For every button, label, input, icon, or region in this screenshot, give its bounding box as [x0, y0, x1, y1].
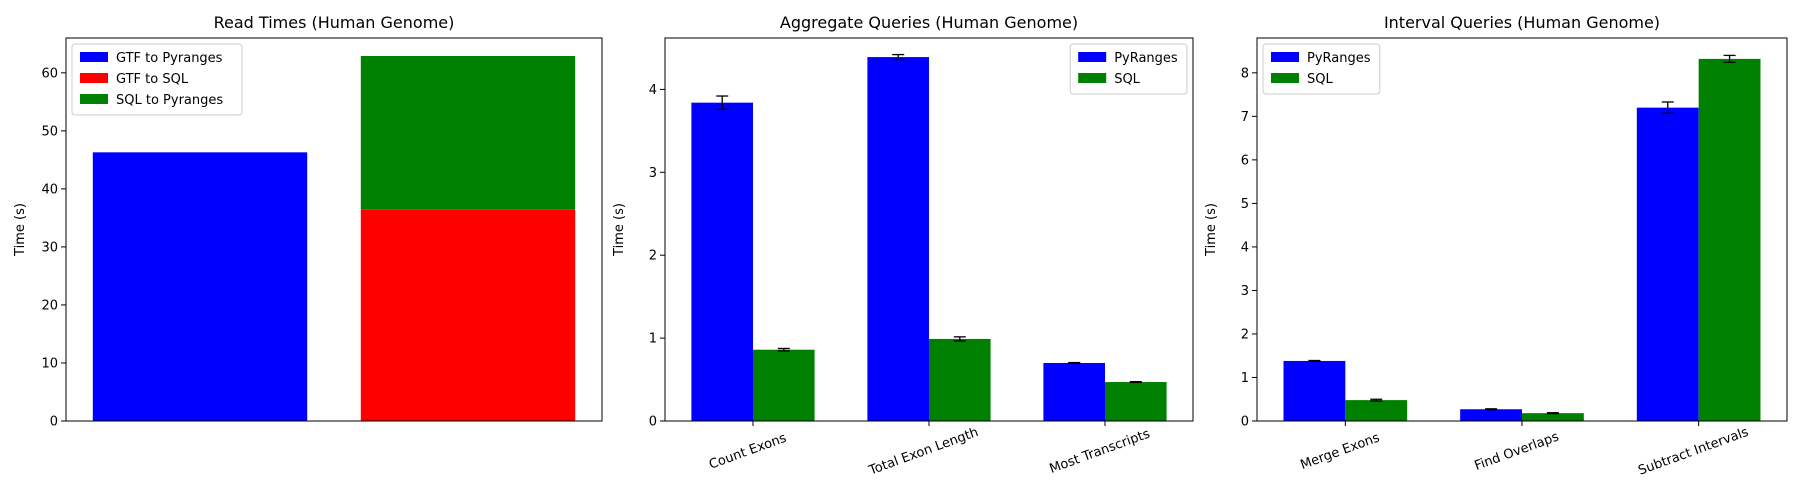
legend: PyRanges SQL [1069, 43, 1188, 95]
legend: GTF to Pyranges GTF to SQL SQL to Pyranges [71, 43, 243, 116]
chart-title: Aggregate Queries (Human Genome) [780, 13, 1078, 32]
plot-frame [65, 37, 603, 422]
bar-pyranges [691, 102, 753, 421]
y-tick-label: 6 [1241, 153, 1249, 168]
bar-sql [753, 349, 815, 421]
bar-gtf-to-sql [360, 209, 576, 421]
error-bar [1370, 398, 1383, 402]
bar-sql [1522, 413, 1584, 421]
error-bar [1308, 359, 1321, 363]
bar-sql [929, 338, 991, 421]
y-tick-label: 8 [1241, 66, 1249, 81]
y-tick-label: 0 [649, 415, 657, 430]
bars [92, 55, 576, 421]
bar-sql [1345, 400, 1408, 421]
y-axis-label: Time (s) [612, 203, 627, 257]
error-bar [1723, 54, 1736, 64]
y-tick-label: 40 [41, 182, 58, 197]
error-bar [1485, 408, 1498, 411]
y-tick-label: 20 [41, 298, 58, 313]
y-tick-label: 3 [1241, 284, 1249, 299]
bar-sql-to-pyranges [360, 55, 576, 210]
error-bar [953, 336, 966, 342]
plot-frame [1256, 37, 1788, 422]
legend-label: GTF to Pyranges [116, 51, 223, 66]
bar-pyranges [1043, 362, 1105, 421]
y-tick-label: 10 [41, 356, 58, 371]
y-tick-label: 7 [1241, 110, 1249, 125]
legend-swatch [80, 73, 108, 83]
legend-swatch [1271, 52, 1299, 62]
error-bar [892, 53, 905, 61]
legend: PyRanges SQL [1262, 43, 1381, 95]
y-axis-label: Time (s) [1204, 203, 1219, 257]
legend-label: SQL [1114, 72, 1140, 87]
plot-frame [664, 37, 1194, 422]
y-tick-label: 3 [649, 166, 657, 181]
legend-label: SQL [1307, 72, 1333, 87]
chart-panel-2: Aggregate Queries (Human Genome) Time (s)… [612, 13, 1194, 479]
legend-label: PyRanges [1307, 51, 1371, 66]
legend-label: SQL to Pyranges [116, 93, 223, 108]
y-tick-label: 60 [41, 66, 58, 81]
chart-title: Interval Queries (Human Genome) [1384, 13, 1660, 32]
bar-pyranges [867, 57, 929, 421]
y-axis-label: Time (s) [13, 203, 28, 257]
legend-swatch [1271, 73, 1299, 83]
y-tick-label: 5 [1241, 197, 1249, 212]
y-tick-label: 50 [41, 124, 58, 139]
y-tick-label: 0 [50, 415, 58, 430]
legend-label: GTF to SQL [116, 72, 189, 87]
bar-sql [1105, 382, 1167, 421]
y-tick-label: 4 [649, 83, 657, 98]
legend-swatch [80, 52, 108, 62]
chart-title: Read Times (Human Genome) [214, 13, 455, 32]
error-bar [777, 347, 790, 352]
bar-pyranges [1460, 409, 1522, 421]
bar-gtf-to-pyranges [92, 152, 308, 421]
legend-swatch [1078, 52, 1107, 62]
error-bar [1546, 412, 1559, 415]
y-tick-label: 1 [1241, 371, 1249, 386]
bar-pyranges [1636, 107, 1699, 422]
error-bar [716, 95, 729, 110]
y-tick-label: 2 [649, 249, 657, 264]
bars [1283, 54, 1761, 422]
y-tick-label: 4 [1241, 240, 1249, 255]
legend-label: PyRanges [1114, 51, 1178, 66]
error-bar [1129, 380, 1142, 384]
error-bar [1068, 361, 1081, 365]
bars [691, 53, 1167, 421]
legend-swatch [1078, 73, 1107, 83]
bar-pyranges [1283, 360, 1346, 421]
y-tick-label: 2 [1241, 327, 1249, 342]
y-tick-label: 0 [1241, 415, 1249, 430]
legend-swatch [80, 94, 108, 104]
chart-panel-1: Read Times (Human Genome) Time (s) 0 10 20 30… [13, 13, 603, 430]
y-tick-label: 30 [41, 240, 58, 255]
error-bar [1661, 101, 1674, 114]
bar-sql [1698, 58, 1761, 422]
legend-box [71, 43, 243, 116]
y-tick-label: 1 [649, 332, 657, 347]
